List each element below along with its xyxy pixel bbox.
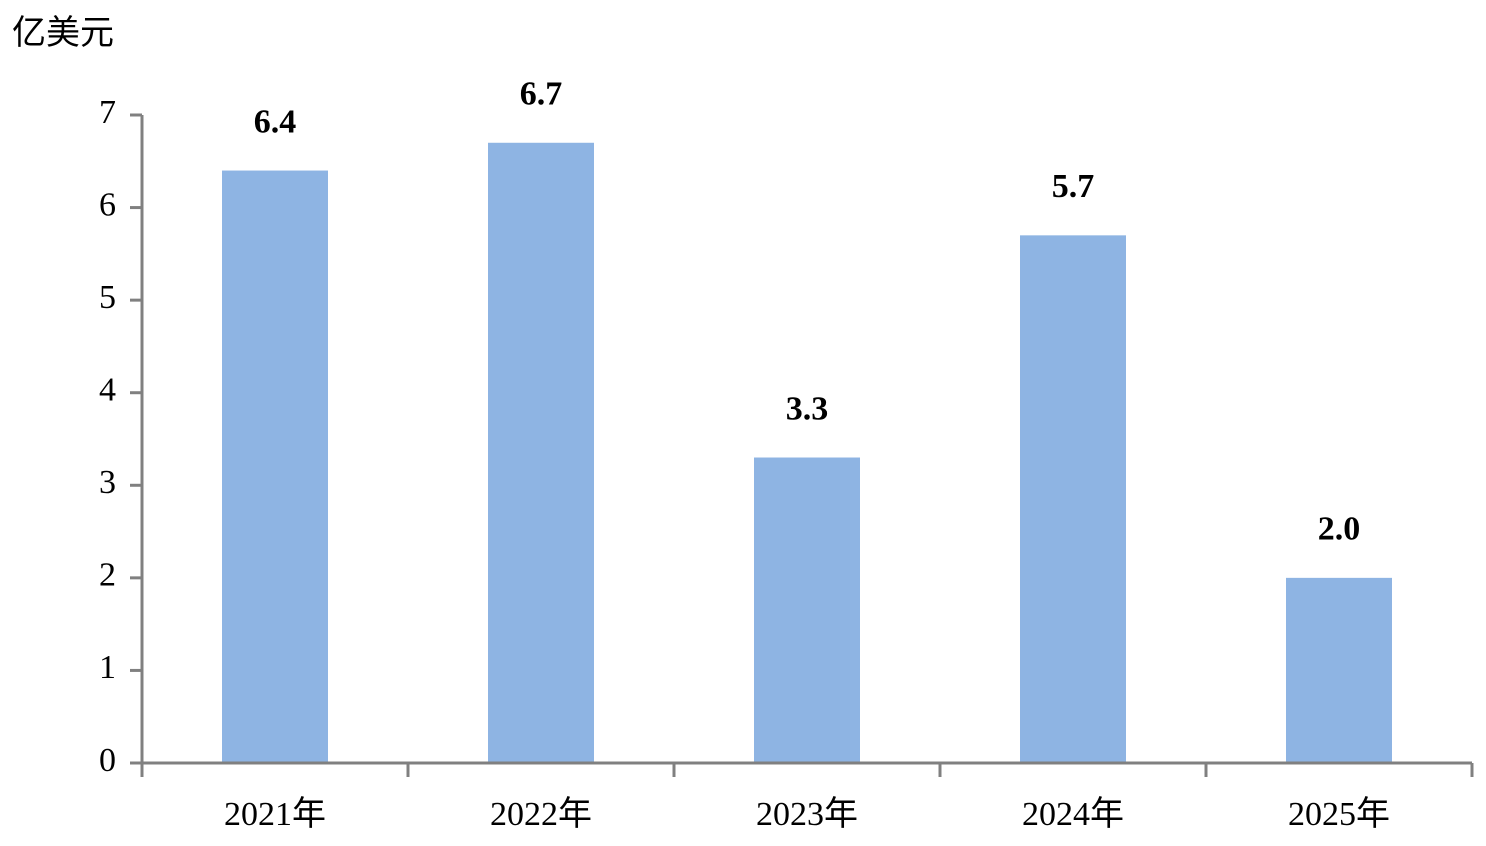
value-label: 6.7 [520,76,563,113]
x-tick-label: 2024年 [1022,795,1124,833]
x-tick-label: 2023年 [756,795,858,833]
value-label: 6.4 [254,103,297,140]
bar [488,142,594,763]
bar [1286,577,1392,763]
x-tick-label: 2025年 [1288,795,1390,833]
y-axis-label: 亿美元 [12,14,114,52]
bar [1020,235,1126,764]
y-tick-label: 2 [99,557,116,594]
y-tick-label: 0 [99,742,116,779]
value-label: 2.0 [1318,511,1361,548]
x-tick-label: 2021年 [224,795,326,833]
value-label: 3.3 [786,390,829,427]
y-tick-label: 5 [99,279,116,316]
bar [222,170,328,764]
y-tick-label: 4 [99,372,116,409]
y-tick-label: 1 [99,649,116,686]
y-tick-label: 6 [99,186,116,223]
bar [754,457,860,763]
y-tick-label: 3 [99,464,116,501]
y-tick-label: 7 [99,94,116,131]
value-label: 5.7 [1052,168,1095,205]
x-tick-label: 2022年 [490,795,592,833]
